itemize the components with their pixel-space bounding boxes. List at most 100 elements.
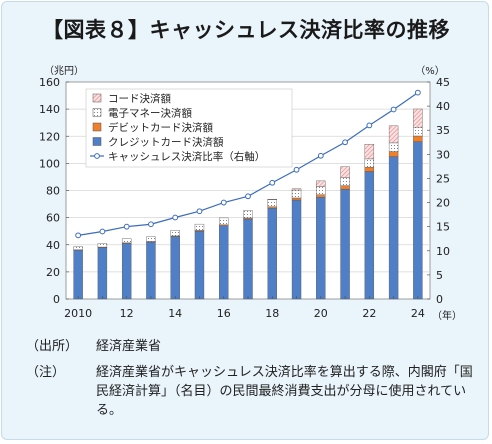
legend: コード決済額電子マネー決済額デビットカード決済額クレジットカード決済額キャッシュ… bbox=[85, 88, 293, 168]
emoney-bar bbox=[121, 238, 132, 244]
bars bbox=[73, 108, 423, 300]
x-tick-label: 16 bbox=[217, 307, 231, 320]
emoney-bar bbox=[243, 210, 253, 219]
ratio-point bbox=[75, 232, 82, 239]
debit-bar bbox=[413, 135, 423, 142]
x-tick-label: 2010 bbox=[64, 307, 92, 320]
right-tick-label: 30 bbox=[436, 148, 450, 161]
ratio-point bbox=[390, 106, 397, 113]
credit-bar bbox=[364, 171, 375, 300]
right-tick-label: 35 bbox=[436, 124, 450, 137]
credit-bar bbox=[219, 225, 229, 300]
ratio-point bbox=[414, 89, 421, 96]
ratio-point bbox=[123, 223, 130, 230]
figure-title: 【図表８】キャッシュレス決済比率の推移 bbox=[41, 18, 451, 42]
emoney-bar bbox=[316, 186, 326, 195]
source-label: （出所） bbox=[26, 339, 79, 354]
code-bar bbox=[364, 144, 375, 160]
debit-bar bbox=[316, 194, 326, 198]
legend-swatch bbox=[92, 108, 102, 117]
left-tick-label: 0 bbox=[53, 293, 60, 306]
emoney-bar bbox=[267, 199, 277, 207]
left-tick-label: 120 bbox=[39, 130, 60, 143]
emoney-bar bbox=[388, 142, 399, 152]
axes: 0 20 40 60 80 100 120 140 160 0 5 10 15 20 25 30 35 40 45 2… bbox=[39, 76, 450, 320]
legend-swatch bbox=[92, 137, 102, 146]
x-tick-label: 24 bbox=[411, 307, 425, 320]
legend-swatch bbox=[92, 93, 102, 103]
note-text: 経済産業省がキャッシュレス決済比率を算出する際、内閣府「国民経済計算」（名目）の… bbox=[96, 365, 473, 418]
emoney-bar bbox=[194, 223, 205, 231]
left-tick-label: 80 bbox=[46, 185, 60, 198]
ratio-point bbox=[366, 122, 373, 129]
credit-bar bbox=[146, 241, 156, 300]
legend-box bbox=[85, 88, 293, 168]
source-text: 経済産業省 bbox=[96, 339, 162, 354]
x-tick-label: 18 bbox=[265, 307, 279, 320]
emoney-bar bbox=[219, 217, 229, 226]
code-bar bbox=[388, 125, 399, 144]
right-tick-label: 5 bbox=[436, 269, 443, 282]
legend-label: デビットカード決済額 bbox=[108, 121, 213, 134]
ratio-point bbox=[269, 179, 276, 186]
emoney-bar bbox=[413, 127, 423, 137]
legend-marker bbox=[94, 153, 100, 159]
left-tick-label: 100 bbox=[39, 157, 60, 170]
credit-bar bbox=[267, 207, 277, 300]
ratio-point bbox=[342, 139, 348, 146]
code-bar bbox=[413, 108, 423, 128]
emoney-bar bbox=[291, 189, 302, 199]
left-tick-label: 20 bbox=[46, 266, 60, 279]
ratio-point bbox=[148, 221, 154, 228]
credit-bar bbox=[388, 156, 399, 300]
credit-bar bbox=[170, 236, 180, 300]
left-axis-unit: （兆円） bbox=[44, 65, 84, 77]
credit-bar bbox=[97, 247, 108, 300]
x-tick-label: 22 bbox=[362, 307, 376, 320]
credit-bar bbox=[340, 188, 350, 300]
legend-label: クレジットカード決済額 bbox=[108, 136, 224, 149]
right-tick-label: 20 bbox=[436, 197, 450, 210]
right-tick-label: 45 bbox=[436, 76, 450, 89]
x-tick-label: 20 bbox=[314, 307, 328, 320]
code-bar bbox=[340, 166, 350, 178]
note-label: （注） bbox=[26, 365, 66, 380]
emoney-bar bbox=[340, 177, 350, 186]
x-axis-unit: （年） bbox=[432, 309, 462, 322]
right-axis-unit: （%） bbox=[415, 65, 445, 77]
code-bar bbox=[316, 180, 326, 187]
emoney-bar bbox=[146, 236, 156, 242]
debit-bar bbox=[364, 166, 375, 172]
emoney-bar bbox=[170, 230, 180, 237]
left-tick-label: 40 bbox=[46, 239, 60, 252]
right-tick-label: 10 bbox=[436, 245, 450, 258]
credit-bar bbox=[316, 197, 326, 300]
legend-label: 電子マネー決済額 bbox=[108, 107, 192, 120]
ratio-point bbox=[99, 228, 106, 235]
ratio-point bbox=[293, 166, 300, 173]
right-tick-label: 0 bbox=[436, 293, 443, 306]
ratio-point bbox=[196, 208, 203, 215]
left-tick-label: 160 bbox=[39, 76, 60, 89]
right-tick-label: 25 bbox=[436, 172, 450, 185]
code-bar bbox=[291, 188, 302, 191]
code-bar bbox=[267, 198, 277, 200]
legend-swatch bbox=[92, 122, 102, 132]
left-tick-label: 60 bbox=[46, 212, 60, 225]
credit-bar bbox=[194, 230, 205, 300]
legend-label: キャッシュレス決済比率（右軸） bbox=[108, 150, 265, 163]
ratio-point bbox=[317, 152, 324, 159]
left-tick-label: 140 bbox=[39, 103, 60, 116]
credit-bar bbox=[291, 199, 302, 300]
debit-bar bbox=[340, 185, 350, 190]
right-tick-label: 40 bbox=[436, 100, 450, 113]
emoney-bar bbox=[97, 243, 108, 248]
emoney-bar bbox=[364, 158, 375, 168]
debit-bar bbox=[291, 197, 302, 201]
emoney-bar bbox=[73, 246, 83, 250]
legend-label: コード決済額 bbox=[108, 92, 171, 105]
credit-bar bbox=[73, 249, 83, 300]
ratio-point bbox=[245, 193, 251, 200]
chart: 0 20 40 60 80 100 120 140 160 0 5 10 15 20 25 30 35 40 45 2… bbox=[39, 65, 462, 322]
right-tick-label: 15 bbox=[436, 221, 450, 234]
